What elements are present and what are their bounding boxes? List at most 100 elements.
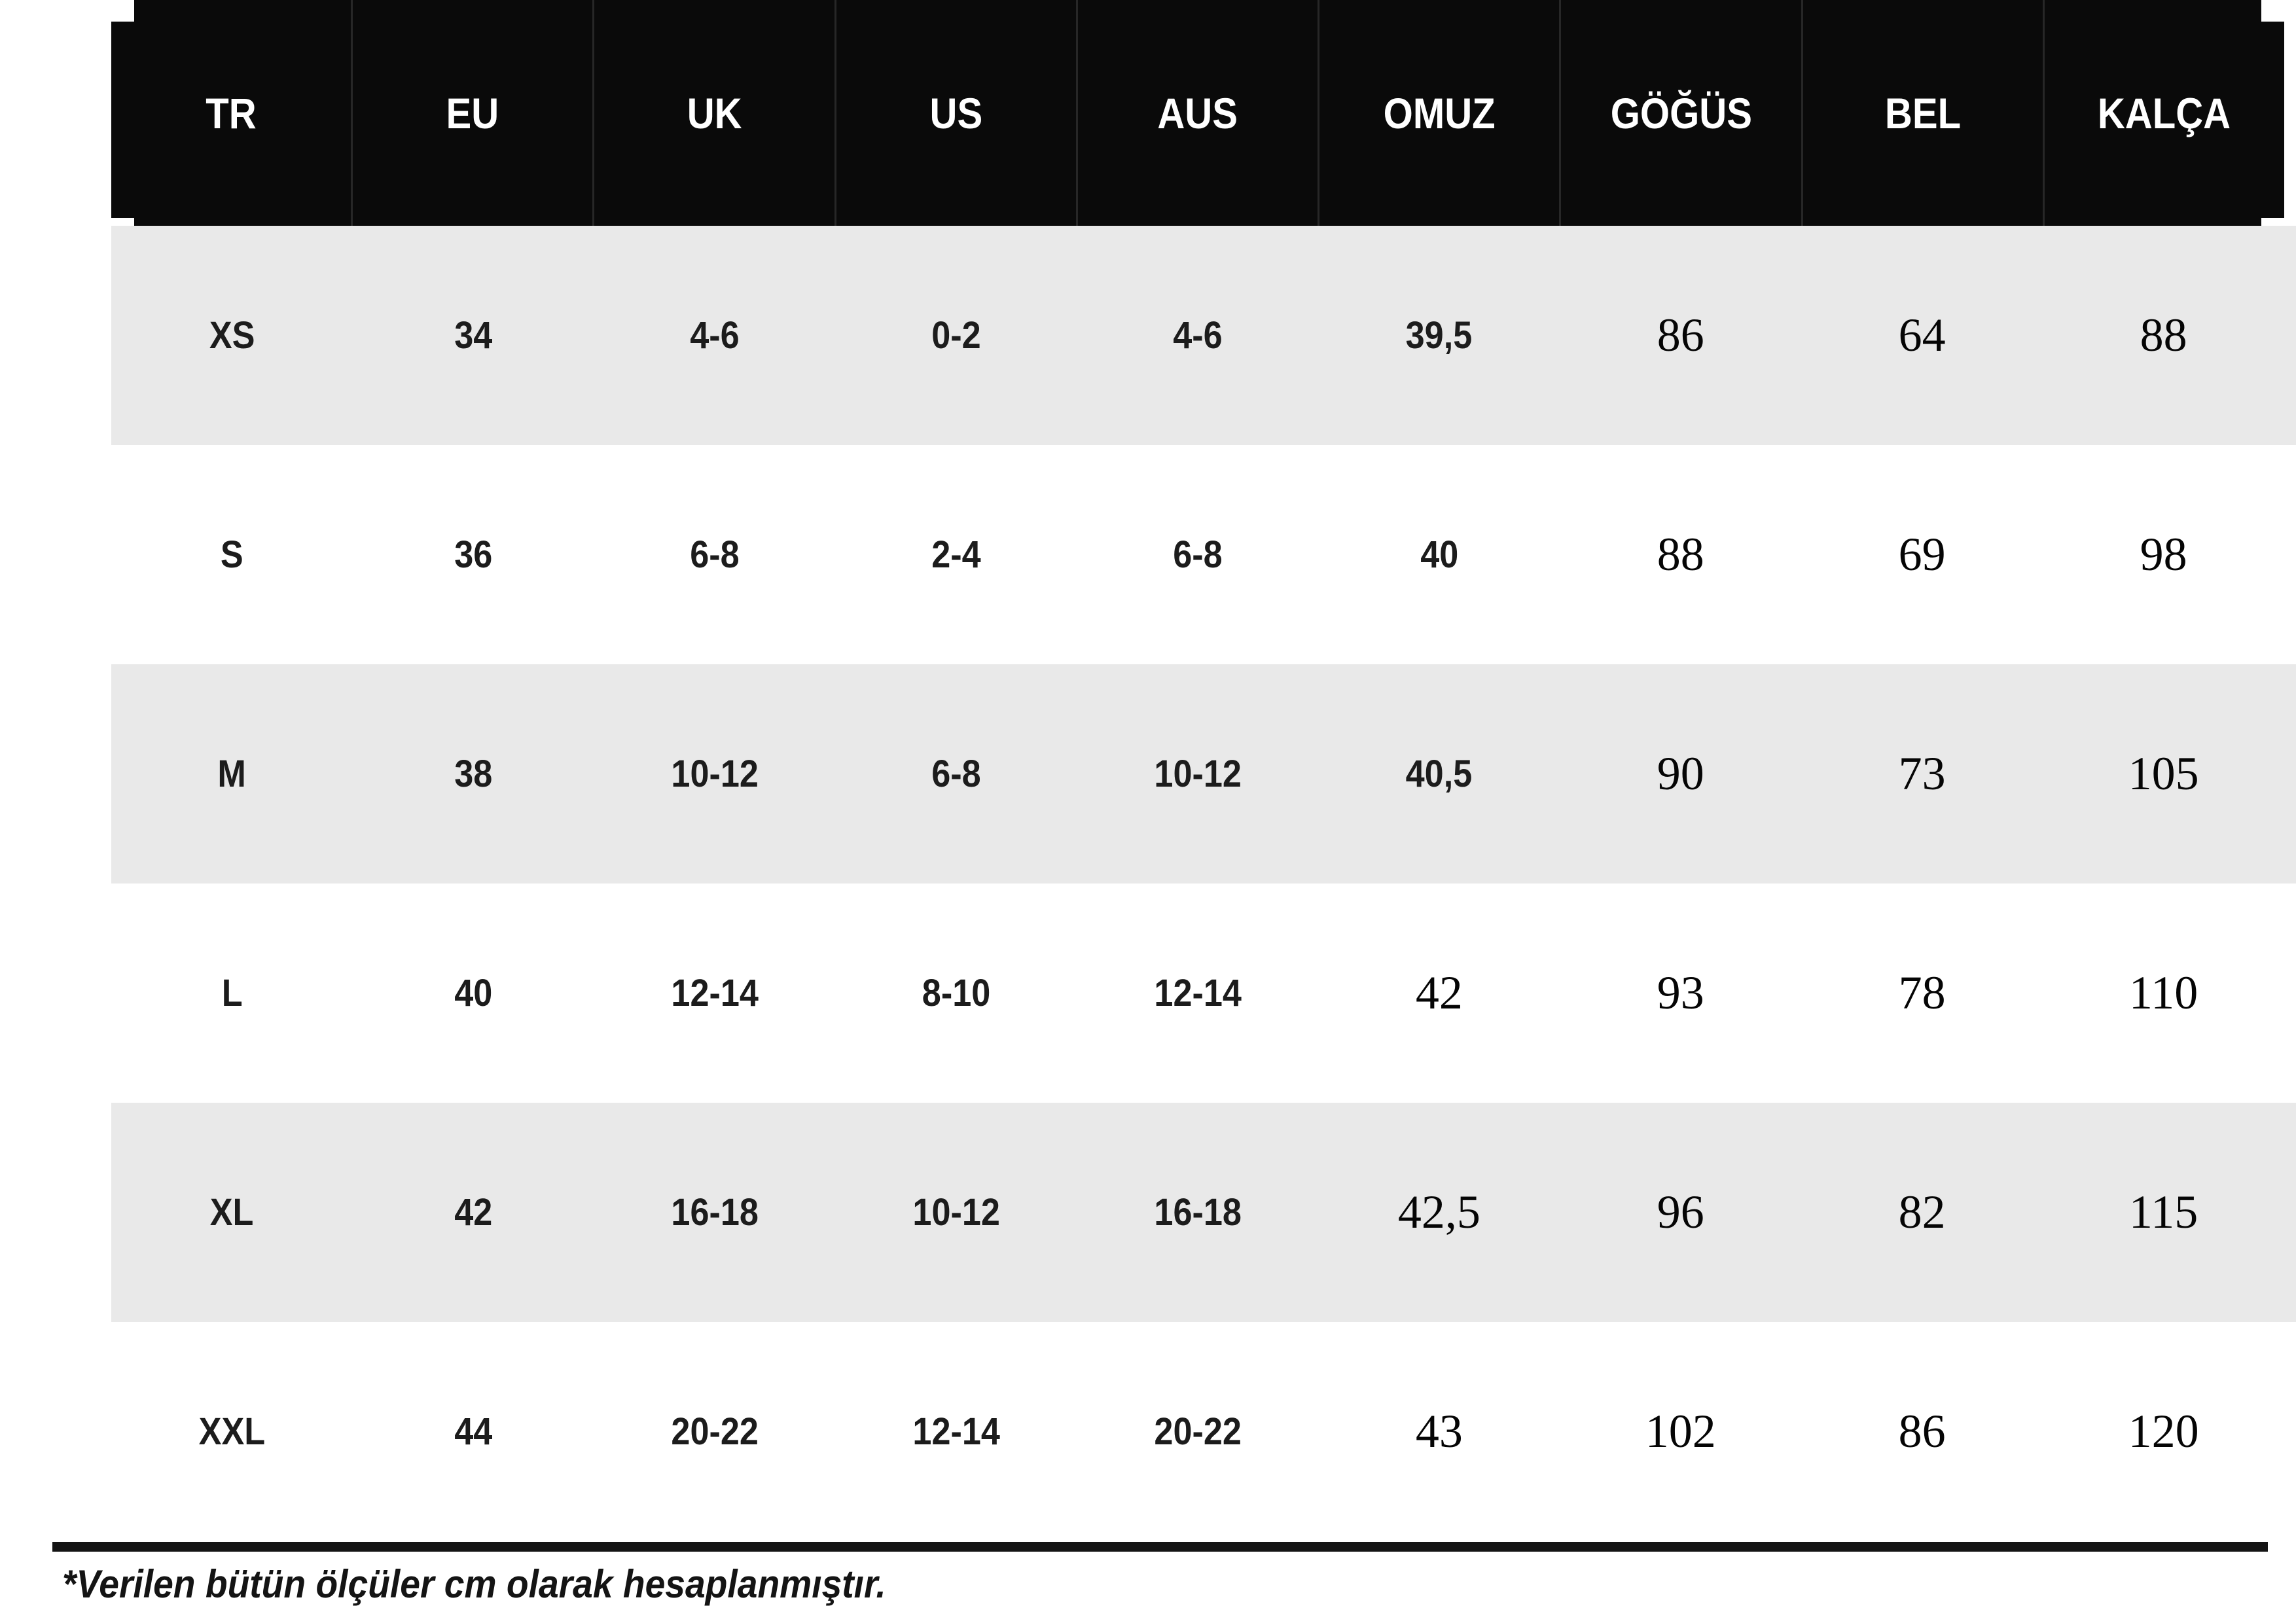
header-label: AUS — [1157, 88, 1238, 137]
header-cell-eu: EU — [351, 0, 592, 226]
header-cell-bel: BEL — [1801, 0, 2043, 226]
table-cell: 10-12 — [594, 752, 836, 796]
table-cell: 42 — [353, 1190, 594, 1234]
size-label: L — [221, 972, 243, 1014]
cell-value: 42,5 — [1397, 1186, 1480, 1238]
cell-value: 86 — [1657, 309, 1704, 361]
table-cell: 64 — [1801, 308, 2043, 363]
header-label: EU — [446, 88, 499, 137]
table-cell: 98 — [2043, 527, 2284, 582]
size-label: XS — [209, 314, 255, 357]
table-cell: 8-10 — [836, 971, 1077, 1015]
table-cell: 86 — [1560, 308, 1801, 363]
table-cell: 38 — [353, 752, 594, 796]
table-cell: 42,5 — [1318, 1185, 1560, 1240]
table-cell: XXL — [111, 1410, 353, 1454]
table-cell: 0-2 — [836, 313, 1077, 357]
cell-value: 69 — [1898, 528, 1946, 580]
table-bottom-border — [52, 1542, 2268, 1552]
table-cell: L — [111, 971, 353, 1015]
table-cell: 12-14 — [836, 1410, 1077, 1454]
header-cell-us: US — [834, 0, 1076, 226]
cell-value: 39,5 — [1406, 314, 1473, 357]
cell-value: 12-14 — [1154, 972, 1242, 1014]
cell-value: 115 — [2128, 1186, 2198, 1238]
cell-value: 86 — [1898, 1405, 1946, 1457]
header-label: UK — [687, 88, 742, 137]
table-cell: 115 — [2043, 1185, 2284, 1240]
size-label: XXL — [198, 1410, 266, 1453]
header-cell-aus: AUS — [1075, 0, 1318, 226]
table-cell: 40 — [353, 971, 594, 1015]
cell-value: 4-6 — [690, 314, 740, 357]
cell-value: 40 — [454, 972, 493, 1014]
table-cell: 39,5 — [1318, 313, 1560, 357]
cell-value: 78 — [1898, 967, 1946, 1019]
cell-value: 64 — [1898, 309, 1946, 361]
table-cell: 6-8 — [1077, 533, 1319, 577]
cell-value: 34 — [454, 314, 493, 357]
table-cell: 36 — [353, 533, 594, 577]
table-cell: 34 — [353, 313, 594, 357]
table-cell: 4-6 — [594, 313, 836, 357]
table-cell: 88 — [2043, 308, 2284, 363]
cell-value: 10-12 — [671, 753, 759, 795]
cell-value: 110 — [2128, 967, 2198, 1019]
cell-value: 0-2 — [931, 314, 981, 357]
table-cell: 90 — [1560, 747, 1801, 801]
footnote: *Verilen bütün ölçüler cm olarak hesapla… — [62, 1562, 886, 1606]
size-label: S — [221, 533, 243, 576]
cell-value: 8-10 — [922, 972, 991, 1014]
cell-value: 12-14 — [912, 1410, 1000, 1453]
header-label: BEL — [1884, 88, 1961, 137]
table-cell: 44 — [353, 1410, 594, 1454]
header-label: TR — [206, 88, 257, 137]
cell-value: 16-18 — [671, 1191, 759, 1234]
row-stripe — [111, 1103, 2296, 1322]
cell-value: 6-8 — [931, 753, 981, 795]
cell-value: 120 — [2128, 1405, 2199, 1457]
table-cell: 110 — [2043, 966, 2284, 1020]
table-row-xs: XS 34 4-6 0-2 4-6 39,5 86 64 88 — [111, 226, 2284, 445]
header-background — [111, 22, 2284, 218]
cell-value: 42 — [1415, 967, 1463, 1019]
cell-value: 44 — [454, 1410, 493, 1453]
cell-value: 90 — [1657, 747, 1704, 800]
cell-value: 93 — [1657, 967, 1704, 1019]
header-label: US — [929, 88, 983, 137]
cell-value: 4-6 — [1173, 314, 1223, 357]
table-cell: 43 — [1318, 1404, 1560, 1459]
header-cell-omuz: OMUZ — [1318, 0, 1559, 226]
table-cell: 102 — [1560, 1404, 1801, 1459]
table-cell: 2-4 — [836, 533, 1077, 577]
cell-value: 42 — [454, 1191, 493, 1234]
table-cell: 40 — [1318, 533, 1560, 577]
table-cell: M — [111, 752, 353, 796]
cell-value: 2-4 — [931, 533, 981, 576]
table-cell: 120 — [2043, 1404, 2284, 1459]
table-cell: 6-8 — [594, 533, 836, 577]
size-label: M — [217, 753, 247, 795]
row-stripe — [111, 226, 2296, 445]
header-cell-kalca: KALÇA — [2042, 0, 2284, 226]
cell-value: 40,5 — [1406, 753, 1473, 795]
cell-value: 10-12 — [912, 1191, 1000, 1234]
cell-value: 98 — [2140, 528, 2187, 580]
table-cell: 82 — [1801, 1185, 2043, 1240]
cell-value: 102 — [1645, 1405, 1716, 1457]
table-row-s: S 36 6-8 2-4 6-8 40 88 69 98 — [111, 445, 2284, 664]
table-cell: 40,5 — [1318, 752, 1560, 796]
cell-value: 88 — [2140, 309, 2187, 361]
header-label: KALÇA — [2098, 88, 2231, 137]
table-cell: 12-14 — [594, 971, 836, 1015]
table-cell: 20-22 — [1077, 1410, 1319, 1454]
header-label: GÖĞÜS — [1610, 88, 1752, 137]
table-cell: 10-12 — [836, 1190, 1077, 1234]
table-cell: 16-18 — [1077, 1190, 1319, 1234]
cell-value: 6-8 — [690, 533, 740, 576]
table-cell: 4-6 — [1077, 313, 1319, 357]
table-cell: 69 — [1801, 527, 2043, 582]
row-stripe — [111, 664, 2296, 883]
table-row-xl: XL 42 16-18 10-12 16-18 42,5 96 82 115 — [111, 1103, 2284, 1322]
cell-value: 88 — [1657, 528, 1704, 580]
